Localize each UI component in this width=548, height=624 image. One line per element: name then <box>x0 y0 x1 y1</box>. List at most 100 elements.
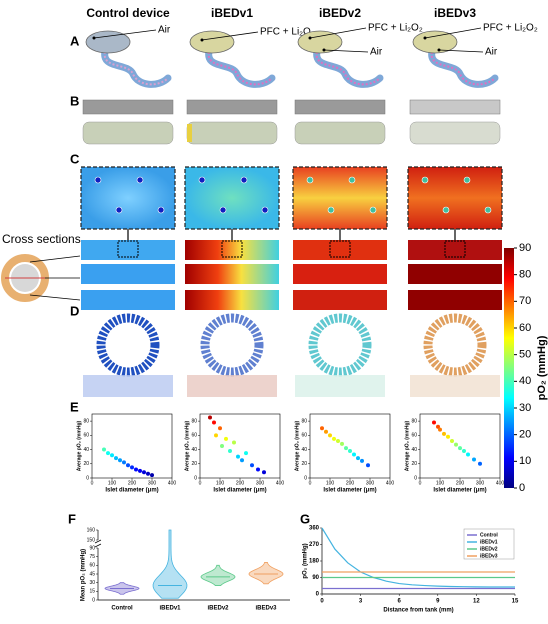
scatter-point <box>442 431 446 436</box>
scatter-point <box>106 451 110 456</box>
y-axis-label: Average pO₂ (mmHg) <box>404 420 410 471</box>
tube-inner <box>294 121 386 145</box>
tube-core <box>103 47 169 86</box>
scatter-point <box>438 427 442 432</box>
zoom-box <box>329 240 351 258</box>
tube-outer <box>186 99 278 115</box>
x-axis-label: Distance from tank (mm) <box>383 608 453 614</box>
x-tick-label: 0 <box>91 480 94 486</box>
panel-label: F <box>68 511 76 526</box>
plot-frame <box>309 413 391 479</box>
x-tick-label: 0 <box>199 480 202 486</box>
scatter-point <box>446 434 450 439</box>
colorbar-tick-label: 70 <box>519 295 531 307</box>
scatter-point <box>336 439 340 444</box>
y-tick-label: 20 <box>191 461 197 467</box>
islet <box>94 176 102 184</box>
device-label: Air <box>158 25 171 36</box>
y-tick-label: 20 <box>301 461 307 467</box>
islet-ring <box>200 313 264 377</box>
y-tick-label: 60 <box>411 433 417 439</box>
scatter-point <box>450 439 454 444</box>
y-axis-label: Average pO₂ (mmHg) <box>76 420 82 471</box>
device-label: PFC + Li₂O₂ <box>368 23 423 34</box>
zoom-map <box>184 166 280 230</box>
y-tick-label: 20 <box>83 461 89 467</box>
scatter-point <box>458 446 462 451</box>
islet <box>240 176 248 184</box>
colorbar-tick-label: 30 <box>519 402 531 414</box>
x-tick-label: 9 <box>436 599 440 605</box>
tube-inner <box>82 121 174 145</box>
cross-section-map <box>185 290 279 310</box>
scatter-point <box>236 454 240 459</box>
label-leader <box>323 49 369 53</box>
islet-ring <box>423 313 487 377</box>
islet-ring <box>308 313 372 377</box>
colorbar-label: pO₂ (mmHg) <box>536 335 548 400</box>
colorbar-tick-label: 20 <box>519 429 531 441</box>
islet <box>157 206 165 214</box>
x-axis-label: Islet diameter (μm) <box>213 488 266 494</box>
x-tick-label: 15 <box>512 599 519 605</box>
x-tick-label: iBEDv1 <box>159 606 181 612</box>
column-header: iBEDv1 <box>211 6 253 20</box>
x-tick-label: 400 <box>276 480 285 486</box>
scatter-point <box>344 446 348 451</box>
y-tick-label: 80 <box>301 418 307 424</box>
scatter-point <box>332 436 336 441</box>
scatter-point <box>138 468 142 473</box>
y-tick-label: 270 <box>309 542 320 548</box>
panel-label: G <box>300 511 310 526</box>
colorbar-tick-label: 50 <box>519 349 531 361</box>
colorbar-tick-label: 90 <box>519 242 531 254</box>
column-header: Control device <box>86 6 170 20</box>
islet <box>442 206 450 214</box>
panel-label: E <box>70 399 79 414</box>
scatter-point <box>218 426 222 431</box>
label-leader <box>424 27 482 39</box>
tube-core <box>207 47 273 86</box>
x-tick-label: 300 <box>256 480 265 486</box>
scatter-point <box>436 424 440 429</box>
plot-frame <box>419 413 501 479</box>
scatter-point <box>432 420 436 425</box>
islet-strip <box>187 375 277 397</box>
x-tick-label: 400 <box>386 480 395 486</box>
x-tick-label: 200 <box>236 480 245 486</box>
scatter-point <box>324 429 328 434</box>
y-tick-label: 0 <box>304 475 307 481</box>
x-tick-label: 100 <box>216 480 225 486</box>
scatter-point <box>126 463 130 468</box>
zoom-box <box>444 240 466 258</box>
x-tick-label: 100 <box>108 480 117 486</box>
x-tick-label: 400 <box>496 480 505 486</box>
x-tick-label: 100 <box>436 480 445 486</box>
tank <box>412 30 458 54</box>
y-tick-label: 80 <box>411 418 417 424</box>
scatter-point <box>150 473 154 478</box>
section-pointer <box>29 294 81 301</box>
y-tick-label: 0 <box>86 475 89 481</box>
label-dot <box>200 38 204 42</box>
scatter-point <box>256 467 260 472</box>
scatter-point <box>250 463 254 468</box>
scatter-point <box>118 458 122 463</box>
y-tick-label: 40 <box>191 447 197 453</box>
y-axis-label: Average pO₂ (mmHg) <box>184 420 190 471</box>
tank <box>189 30 235 54</box>
islet <box>136 176 144 184</box>
y-tick-label: 45 <box>89 571 95 577</box>
y-axis-label: pO₂ (mmHg) <box>303 543 309 578</box>
scatter-point <box>220 444 224 448</box>
label-leader <box>438 49 484 53</box>
scatter-point <box>472 457 476 462</box>
x-tick-label: 400 <box>168 480 177 486</box>
x-axis-label: Islet diameter (μm) <box>433 488 486 494</box>
y-tick-label: 15 <box>89 589 95 595</box>
scatter-point <box>142 470 146 475</box>
islet <box>306 176 314 184</box>
scatter-point <box>214 433 218 438</box>
scatter-point <box>134 467 138 472</box>
